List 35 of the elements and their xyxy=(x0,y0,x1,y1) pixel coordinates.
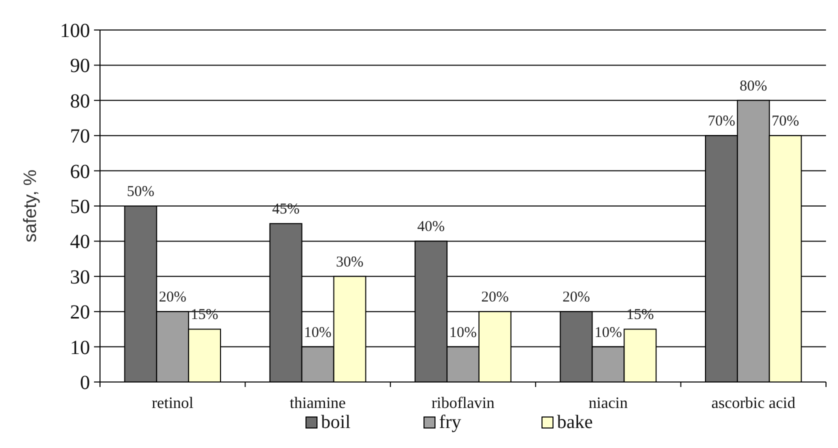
y-tick-label: 40 xyxy=(70,231,90,254)
data-label: 15% xyxy=(626,307,654,324)
data-label: 70% xyxy=(708,114,736,130)
x-tick-label: retinol xyxy=(152,395,194,412)
legend-label: bake xyxy=(557,412,593,433)
y-tick-label: 20 xyxy=(70,302,90,324)
x-tick-label: thiamine xyxy=(290,395,346,412)
y-tick-label: 70 xyxy=(70,126,90,148)
legend-label: fry xyxy=(439,412,462,433)
x-tick-label: ascorbic acid xyxy=(711,395,796,412)
y-tick-label: 80 xyxy=(70,90,90,112)
data-label: 15% xyxy=(190,307,218,324)
y-tick-label: 50 xyxy=(70,196,90,218)
data-label: 50% xyxy=(126,184,154,200)
data-label: 20% xyxy=(481,290,509,306)
data-label: 45% xyxy=(272,202,300,218)
data-label: 10% xyxy=(594,324,622,341)
data-label: 30% xyxy=(336,254,364,270)
y-tick-label: 90 xyxy=(70,55,90,78)
data-label: 40% xyxy=(417,219,445,236)
data-label: 10% xyxy=(304,324,332,341)
y-axis-title: safety, % xyxy=(20,170,40,242)
y-tick-label: 30 xyxy=(70,266,90,288)
legend-label: boil xyxy=(321,412,351,433)
data-label: 80% xyxy=(740,78,768,94)
data-label: 70% xyxy=(772,114,800,130)
y-tick-label: 100 xyxy=(60,20,90,42)
y-tick-label: 0 xyxy=(80,372,90,394)
data-label: 20% xyxy=(158,290,186,306)
x-tick-label: niacin xyxy=(588,395,628,412)
data-label: 20% xyxy=(562,290,590,306)
data-label: 10% xyxy=(449,324,477,341)
x-tick-label: riboflavin xyxy=(431,395,495,412)
y-tick-label: 10 xyxy=(70,336,90,359)
y-tick-label: 60 xyxy=(70,160,90,183)
